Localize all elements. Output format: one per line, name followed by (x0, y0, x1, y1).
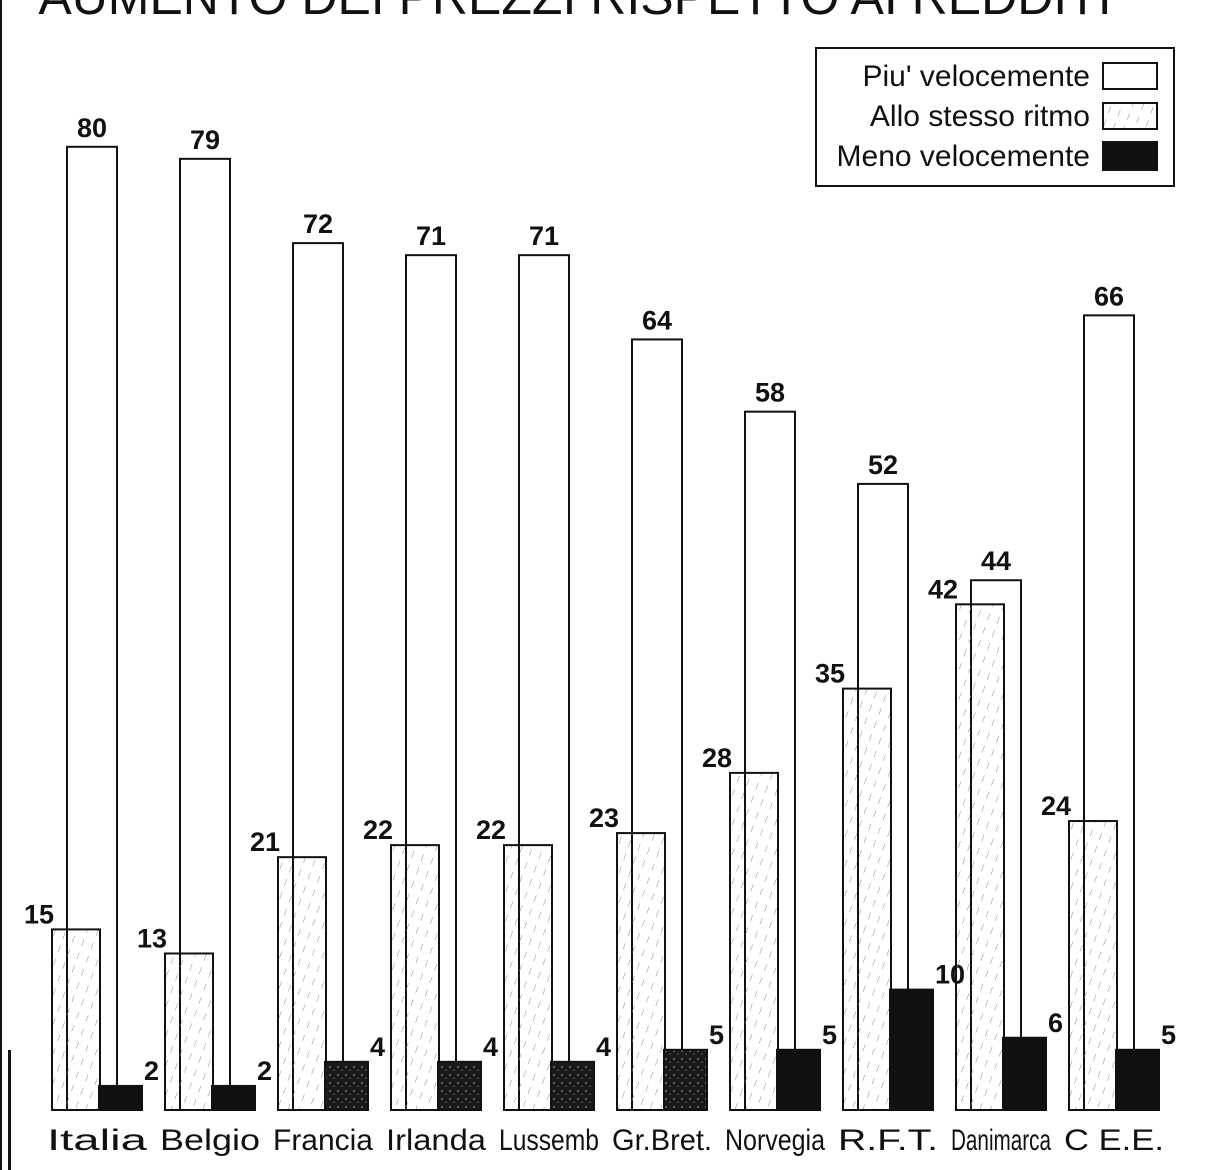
category-labels: Italia Belgio Francia Irlanda Lussemb Gr.Bret… (47, 1124, 1164, 1157)
value-label-slower: 5 (1161, 1020, 1176, 1050)
value-label-slower: 4 (483, 1032, 498, 1062)
value-label-same: 13 (137, 923, 167, 953)
bars-group: 8015279132722147122471224642355828552351… (24, 113, 1176, 1112)
value-label-same: 21 (250, 827, 280, 857)
legend-label-same: Allo stesso ritmo (870, 100, 1090, 133)
value-label-same: 15 (24, 899, 54, 929)
category-label: Belgio (160, 1124, 260, 1157)
legend-label-faster: Piu' velocemente (862, 60, 1090, 93)
value-label-same: 23 (589, 803, 619, 833)
value-label-same: 35 (815, 659, 845, 689)
frame-left-mark (8, 1050, 11, 1170)
bar-same (1068, 820, 1118, 1111)
value-label-same: 22 (363, 815, 393, 845)
category-label: R.F.T. (838, 1124, 938, 1157)
bar-slower (663, 1048, 708, 1112)
bar-slower (324, 1060, 369, 1111)
category-label: Lussemb (499, 1124, 599, 1157)
bar-same (616, 832, 666, 1112)
value-label-slower: 5 (822, 1020, 837, 1050)
bar-slower (98, 1084, 143, 1112)
category-label: Francia (273, 1124, 373, 1157)
category-label: Norvegia (725, 1124, 825, 1157)
legend: Piu' velocemente Allo stesso ritmo Meno … (815, 47, 1175, 187)
bar-slower (211, 1084, 256, 1112)
chart-title: AUMENTO DEI PREZZI RISPETTO AI REDDITI (38, 0, 1111, 25)
value-label-faster: 71 (529, 221, 559, 251)
category-label: C E.E. (1064, 1124, 1164, 1157)
legend-swatch-faster (1102, 62, 1158, 90)
bar-slower (1002, 1036, 1047, 1112)
value-label-faster: 58 (755, 378, 785, 408)
bar-same (390, 844, 440, 1111)
value-label-faster: 72 (303, 209, 333, 239)
bar-same (503, 844, 553, 1111)
value-label-slower: 4 (370, 1032, 385, 1062)
category-label: Gr.Bret. (612, 1124, 712, 1157)
bar-same (277, 856, 327, 1111)
legend-swatch-same (1102, 102, 1158, 130)
bar-same (729, 771, 779, 1111)
bar-slower (776, 1048, 821, 1112)
frame-left-border (0, 0, 2, 1170)
bar-same (842, 687, 892, 1111)
legend-swatch-slower (1102, 141, 1158, 171)
bar-same (955, 603, 1005, 1111)
value-label-same: 24 (1041, 791, 1071, 821)
bar-same (164, 952, 214, 1111)
bar-slower (550, 1060, 595, 1111)
value-label-faster: 79 (190, 125, 220, 155)
legend-label-slower: Meno velocemente (837, 140, 1090, 173)
value-label-slower: 6 (1048, 1008, 1063, 1038)
bar-slower (889, 988, 934, 1111)
category-label: Irlanda (386, 1124, 486, 1157)
bar-slower (1115, 1048, 1160, 1112)
value-label-faster: 66 (1094, 281, 1124, 311)
bar-same (51, 928, 101, 1112)
value-label-faster: 71 (416, 221, 446, 251)
value-label-faster: 52 (868, 450, 898, 480)
value-label-slower: 5 (709, 1020, 724, 1050)
value-label-slower: 2 (144, 1056, 159, 1086)
value-label-same: 42 (928, 574, 958, 604)
value-label-faster: 44 (981, 546, 1011, 576)
value-label-same: 28 (702, 743, 732, 773)
category-label: Danimarca (951, 1124, 1051, 1157)
bar-slower (437, 1060, 482, 1111)
category-label: Italia (47, 1124, 147, 1157)
value-label-slower: 2 (257, 1056, 272, 1086)
value-label-slower: 4 (596, 1032, 611, 1062)
value-label-same: 22 (476, 815, 506, 845)
value-label-faster: 80 (77, 113, 107, 143)
value-label-faster: 64 (642, 305, 672, 335)
